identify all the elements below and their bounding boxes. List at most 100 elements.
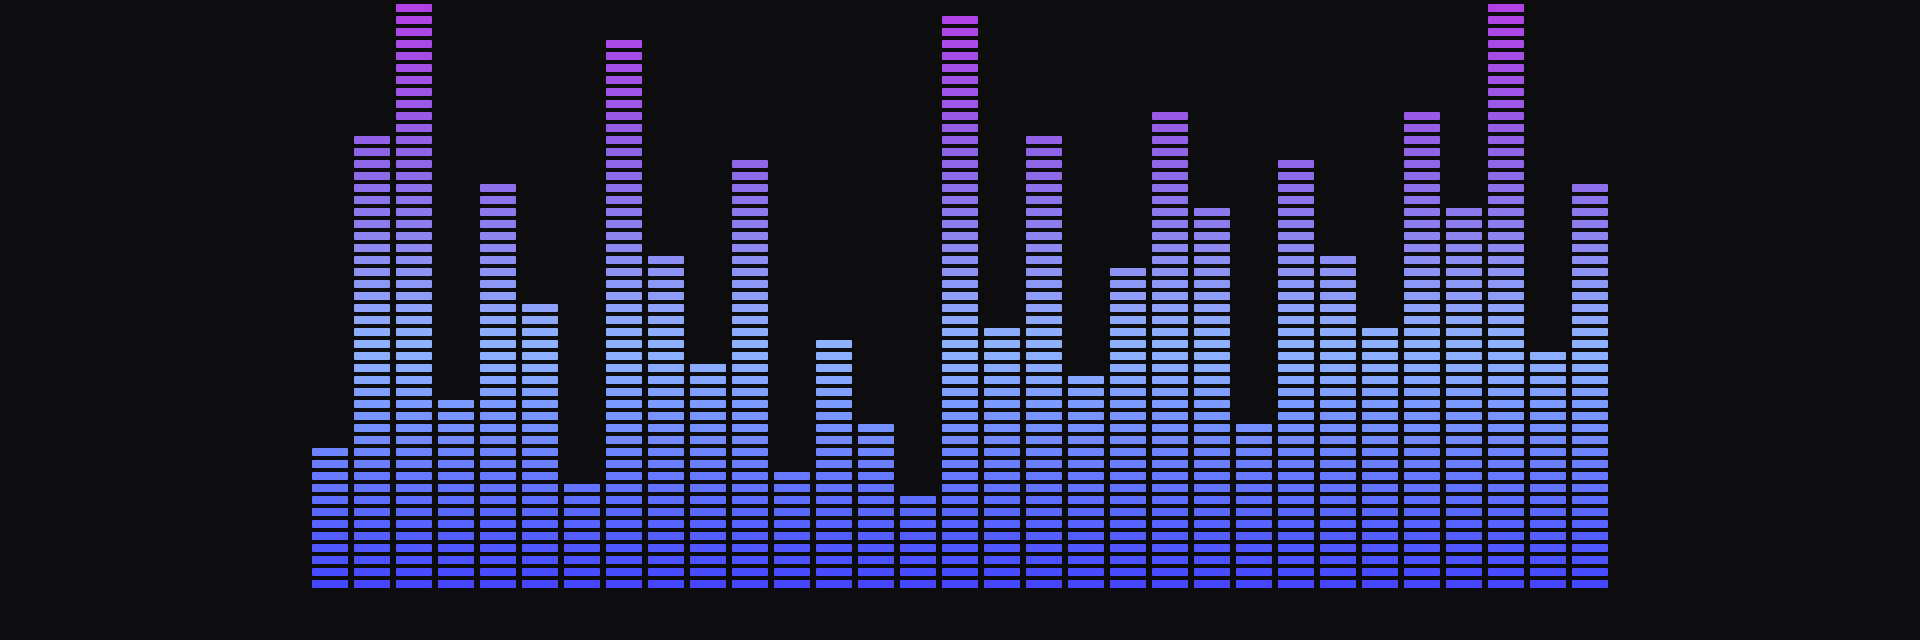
eq-segment xyxy=(1110,268,1146,276)
eq-segment xyxy=(522,352,558,360)
eq-segment xyxy=(858,496,894,504)
eq-segment xyxy=(606,424,642,432)
eq-segment xyxy=(606,196,642,204)
eq-segment xyxy=(312,580,348,588)
eq-segment xyxy=(522,472,558,480)
eq-segment xyxy=(732,496,768,504)
eq-segment xyxy=(354,208,390,216)
eq-segment xyxy=(942,220,978,228)
eq-segment xyxy=(396,148,432,156)
eq-segment xyxy=(1488,124,1524,132)
eq-segment xyxy=(354,304,390,312)
eq-segment xyxy=(1530,412,1566,420)
eq-segment xyxy=(480,292,516,300)
eq-segment xyxy=(942,292,978,300)
eq-segment xyxy=(1236,448,1272,456)
eq-segment xyxy=(690,364,726,372)
eq-segment xyxy=(1278,496,1314,504)
eq-segment xyxy=(1194,448,1230,456)
eq-segment xyxy=(354,328,390,336)
eq-segment xyxy=(312,448,348,456)
eq-segment xyxy=(1320,340,1356,348)
eq-segment xyxy=(900,580,936,588)
eq-segment xyxy=(1026,472,1062,480)
eq-segment xyxy=(396,244,432,252)
eq-segment xyxy=(480,472,516,480)
eq-segment xyxy=(1152,400,1188,408)
eq-segment xyxy=(1572,388,1608,396)
eq-segment xyxy=(858,544,894,552)
eq-segment xyxy=(606,280,642,288)
eq-segment xyxy=(858,532,894,540)
eq-segment xyxy=(1026,412,1062,420)
eq-segment xyxy=(606,412,642,420)
eq-segment xyxy=(1404,460,1440,468)
eq-segment xyxy=(396,196,432,204)
eq-segment xyxy=(1026,448,1062,456)
eq-segment xyxy=(606,52,642,60)
eq-segment xyxy=(522,544,558,552)
eq-segment xyxy=(606,268,642,276)
eq-segment xyxy=(984,544,1020,552)
eq-segment xyxy=(1362,460,1398,468)
eq-segment xyxy=(1530,580,1566,588)
eq-segment xyxy=(984,496,1020,504)
eq-segment xyxy=(732,340,768,348)
eq-segment xyxy=(1488,460,1524,468)
eq-segment xyxy=(648,568,684,576)
eq-segment xyxy=(774,532,810,540)
eq-segment xyxy=(354,376,390,384)
eq-segment xyxy=(732,508,768,516)
eq-segment xyxy=(732,304,768,312)
eq-segment xyxy=(1530,568,1566,576)
eq-segment xyxy=(1446,268,1482,276)
eq-segment xyxy=(354,424,390,432)
eq-segment xyxy=(1068,412,1104,420)
eq-segment xyxy=(732,160,768,168)
eq-segment xyxy=(396,184,432,192)
eq-segment xyxy=(1026,184,1062,192)
eq-bar-21 xyxy=(1194,208,1230,588)
eq-segment xyxy=(1110,400,1146,408)
eq-segment xyxy=(1404,112,1440,120)
eq-segment xyxy=(1488,148,1524,156)
eq-segment xyxy=(606,364,642,372)
eq-segment xyxy=(942,148,978,156)
eq-segment xyxy=(1110,376,1146,384)
eq-segment xyxy=(984,508,1020,516)
eq-segment xyxy=(396,340,432,348)
eq-segment xyxy=(1026,568,1062,576)
eq-segment xyxy=(1572,280,1608,288)
eq-segment xyxy=(1488,232,1524,240)
eq-segment xyxy=(1572,304,1608,312)
eq-segment xyxy=(606,520,642,528)
eq-segment xyxy=(1446,436,1482,444)
eq-segment xyxy=(1194,208,1230,216)
eq-segment xyxy=(984,532,1020,540)
eq-segment xyxy=(1068,472,1104,480)
eq-segment xyxy=(1110,316,1146,324)
eq-segment xyxy=(1530,400,1566,408)
eq-segment xyxy=(1488,508,1524,516)
eq-segment xyxy=(396,88,432,96)
eq-segment xyxy=(354,184,390,192)
eq-segment xyxy=(942,520,978,528)
eq-segment xyxy=(312,532,348,540)
eq-segment xyxy=(396,328,432,336)
eq-segment xyxy=(396,100,432,108)
eq-segment xyxy=(480,328,516,336)
eq-segment xyxy=(1446,544,1482,552)
eq-segment xyxy=(732,544,768,552)
eq-segment xyxy=(732,244,768,252)
eq-segment xyxy=(1530,532,1566,540)
eq-segment xyxy=(984,364,1020,372)
eq-bar-17 xyxy=(1026,136,1062,588)
eq-segment xyxy=(1320,364,1356,372)
eq-segment xyxy=(942,208,978,216)
eq-segment xyxy=(1110,508,1146,516)
eq-segment xyxy=(396,124,432,132)
eq-segment xyxy=(1236,436,1272,444)
eq-segment xyxy=(606,352,642,360)
eq-bar-7 xyxy=(606,40,642,588)
eq-segment xyxy=(1110,352,1146,360)
